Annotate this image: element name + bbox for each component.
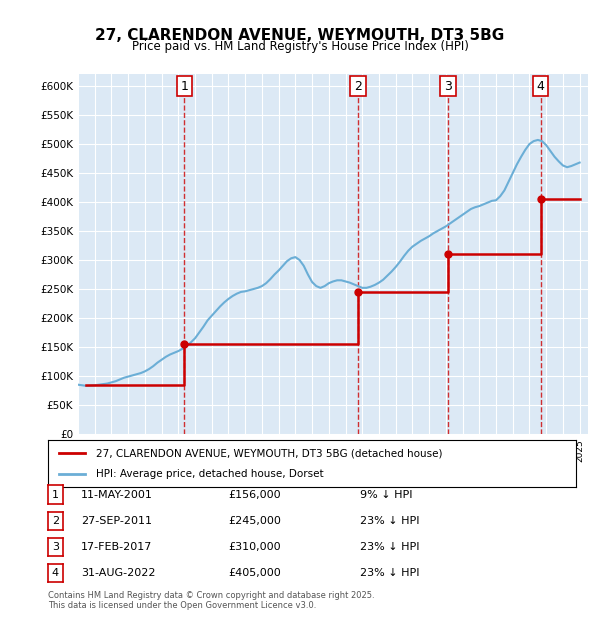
Text: £245,000: £245,000: [228, 516, 281, 526]
Text: 23% ↓ HPI: 23% ↓ HPI: [360, 542, 419, 552]
Text: £405,000: £405,000: [228, 568, 281, 578]
Text: 4: 4: [536, 79, 544, 92]
Text: 23% ↓ HPI: 23% ↓ HPI: [360, 516, 419, 526]
Text: 2: 2: [52, 516, 59, 526]
Text: Price paid vs. HM Land Registry's House Price Index (HPI): Price paid vs. HM Land Registry's House …: [131, 40, 469, 53]
Text: 17-FEB-2017: 17-FEB-2017: [81, 542, 152, 552]
Text: 27-SEP-2011: 27-SEP-2011: [81, 516, 152, 526]
Text: Contains HM Land Registry data © Crown copyright and database right 2025.: Contains HM Land Registry data © Crown c…: [48, 591, 374, 600]
Text: 11-MAY-2001: 11-MAY-2001: [81, 490, 153, 500]
Text: 27, CLARENDON AVENUE, WEYMOUTH, DT3 5BG (detached house): 27, CLARENDON AVENUE, WEYMOUTH, DT3 5BG …: [95, 448, 442, 458]
Text: 4: 4: [52, 568, 59, 578]
Text: 3: 3: [444, 79, 452, 92]
Text: 23% ↓ HPI: 23% ↓ HPI: [360, 568, 419, 578]
Text: 9% ↓ HPI: 9% ↓ HPI: [360, 490, 413, 500]
Text: £310,000: £310,000: [228, 542, 281, 552]
Text: 1: 1: [181, 79, 188, 92]
Text: 27, CLARENDON AVENUE, WEYMOUTH, DT3 5BG: 27, CLARENDON AVENUE, WEYMOUTH, DT3 5BG: [95, 28, 505, 43]
Text: 2: 2: [354, 79, 362, 92]
Text: HPI: Average price, detached house, Dorset: HPI: Average price, detached house, Dors…: [95, 469, 323, 479]
Text: 3: 3: [52, 542, 59, 552]
Text: This data is licensed under the Open Government Licence v3.0.: This data is licensed under the Open Gov…: [48, 601, 316, 610]
Text: 1: 1: [52, 490, 59, 500]
Text: £156,000: £156,000: [228, 490, 281, 500]
Text: 31-AUG-2022: 31-AUG-2022: [81, 568, 155, 578]
